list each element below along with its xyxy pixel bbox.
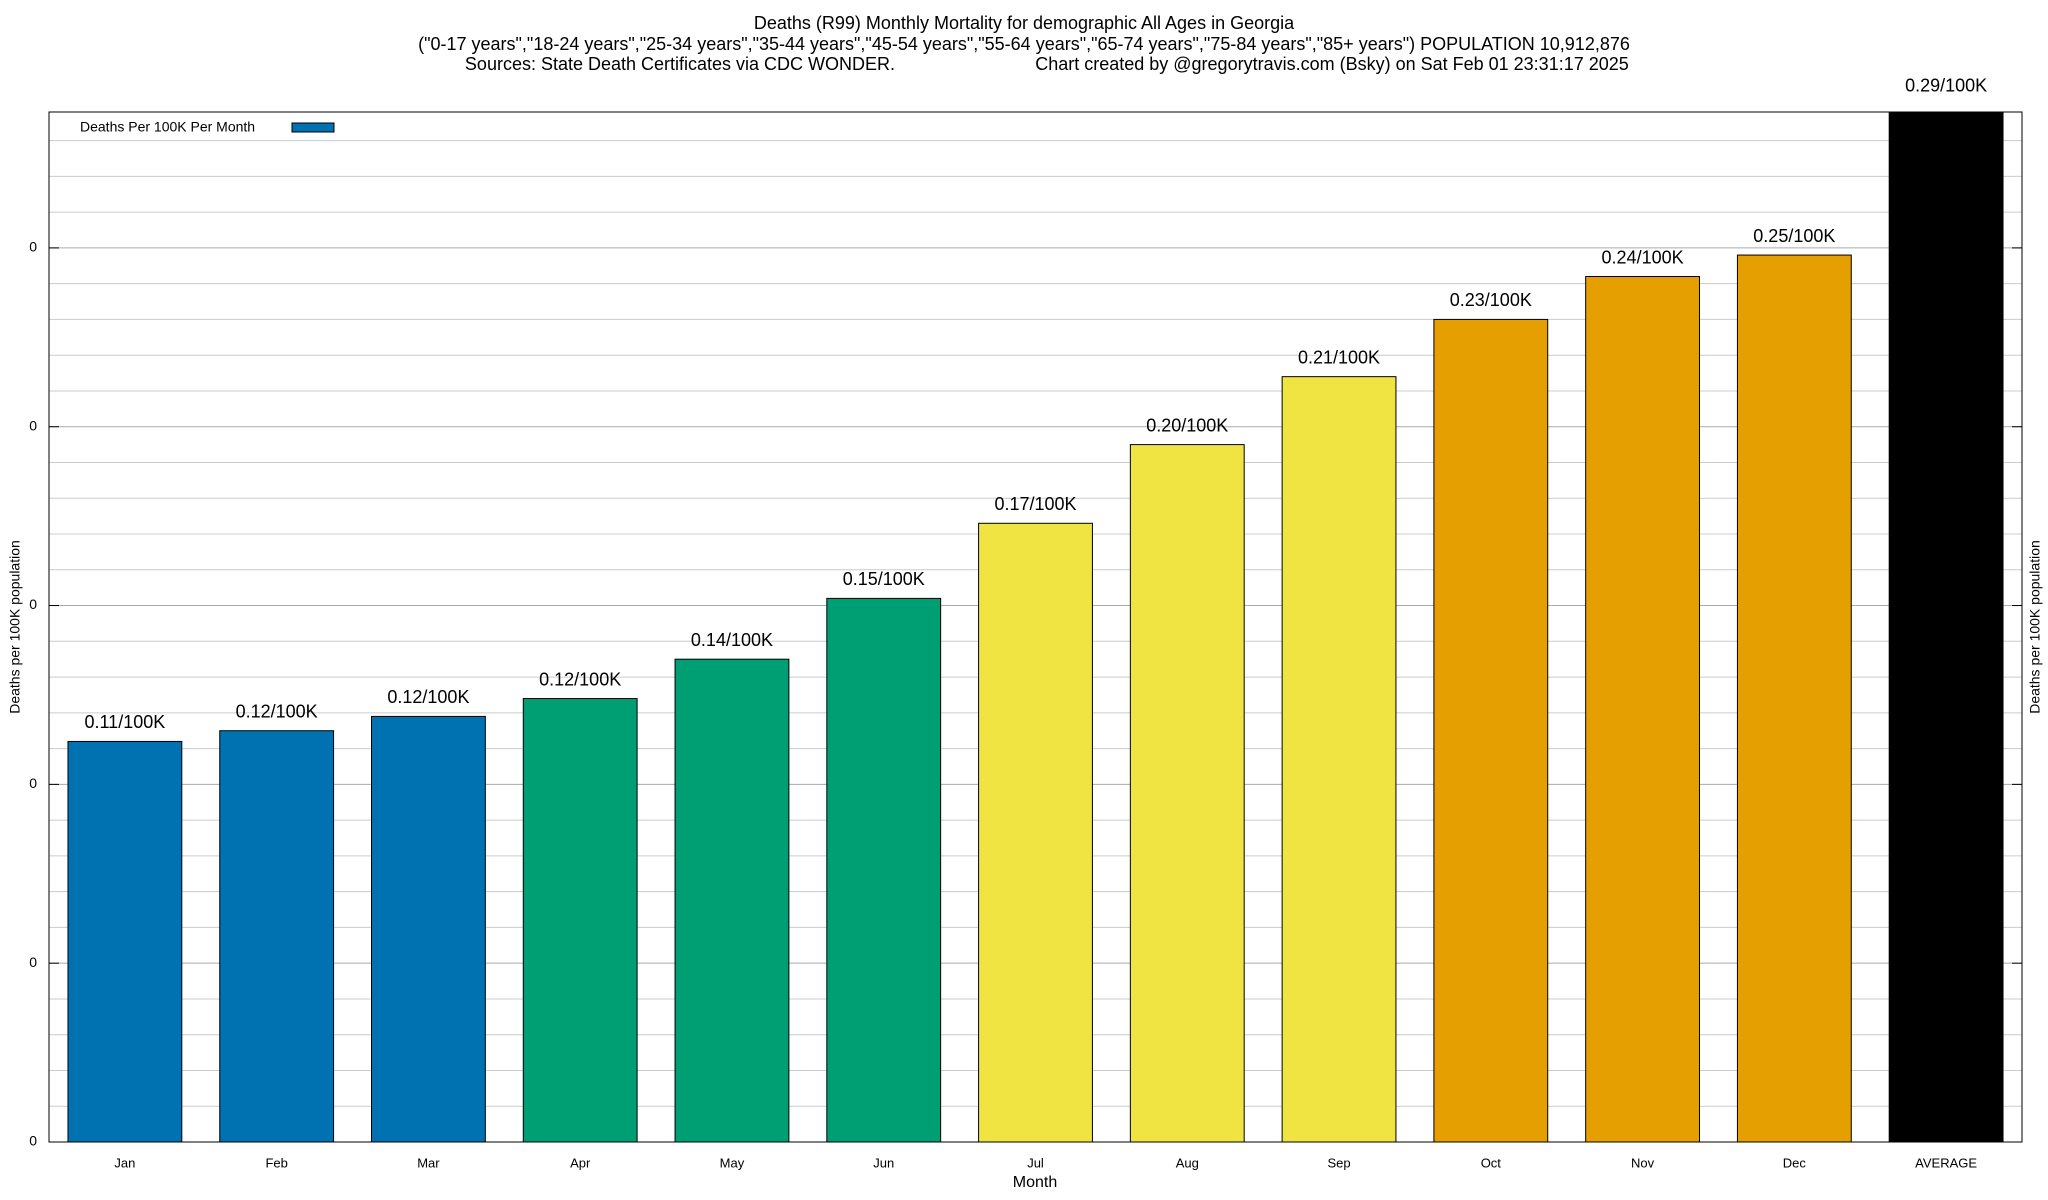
data-label: 0.12/100K	[539, 669, 621, 689]
bar	[219, 730, 335, 1142]
data-label: 0.15/100K	[843, 569, 925, 589]
y-tick-label: 0	[29, 954, 37, 970]
bar	[1433, 318, 1549, 1142]
y-tick-label: 0	[29, 417, 37, 433]
bar	[371, 715, 486, 1142]
bar	[1888, 112, 2004, 1142]
x-tick-label: Jun	[873, 1155, 894, 1170]
bar	[978, 522, 1093, 1142]
data-label: 0.29/100K	[1905, 76, 1987, 96]
bar	[1129, 444, 1245, 1142]
x-tick-label: Oct	[1481, 1155, 1502, 1170]
chart-subtitle: ("0-17 years","18-24 years","25-34 years…	[418, 34, 1630, 54]
bar	[1281, 376, 1397, 1142]
data-label: 0.17/100K	[994, 494, 1076, 514]
legend-swatch	[291, 122, 335, 133]
bar	[67, 740, 183, 1142]
bars	[67, 112, 2004, 1142]
data-label: 0.14/100K	[691, 630, 773, 650]
chart-title: Deaths (R99) Monthly Mortality for demog…	[754, 13, 1295, 33]
x-axis-label: Month	[1013, 1174, 1057, 1191]
data-label: 0.12/100K	[387, 687, 469, 707]
data-label: 0.21/100K	[1298, 347, 1380, 367]
bar	[522, 698, 638, 1142]
data-label: 0.20/100K	[1146, 415, 1228, 435]
bar	[674, 658, 790, 1142]
x-tick-label: Sep	[1327, 1155, 1350, 1170]
y-tick-label: 0	[29, 1133, 37, 1149]
x-tick-label: Jul	[1027, 1155, 1044, 1170]
y-tick-label: 0	[29, 239, 37, 255]
data-label: 0.23/100K	[1450, 290, 1532, 310]
legend-label: Deaths Per 100K Per Month	[80, 119, 255, 135]
y-tick-label: 0	[29, 775, 37, 791]
data-label: 0.12/100K	[236, 701, 318, 721]
x-tick-label: AVERAGE	[1915, 1155, 1977, 1170]
x-tick-label: Apr	[570, 1155, 591, 1170]
data-label: 0.11/100K	[85, 712, 166, 732]
y-tick-label: 0	[29, 596, 37, 612]
bar	[1585, 276, 1700, 1142]
data-label: 0.24/100K	[1602, 247, 1684, 267]
y-axis-label: Deaths per 100K population	[7, 540, 23, 714]
x-tick-label: Dec	[1783, 1155, 1807, 1170]
x-tick-label: Jan	[114, 1155, 135, 1170]
credit: Chart created by @gregorytravis.com (Bsk…	[1035, 54, 1629, 74]
x-tick-label: Mar	[417, 1155, 440, 1170]
x-tick-label: Nov	[1631, 1155, 1655, 1170]
x-tick-label: Feb	[265, 1155, 287, 1170]
plot-frame	[48, 111, 2023, 1143]
source: Sources: State Death Certificates via CD…	[465, 54, 895, 74]
data-label: 0.25/100K	[1753, 226, 1835, 246]
y2-axis-label: Deaths per 100K population	[2027, 540, 2043, 714]
bar	[1736, 254, 1852, 1142]
x-tick-label: May	[720, 1155, 745, 1170]
bar	[826, 597, 942, 1142]
x-tick-label: Aug	[1176, 1155, 1199, 1170]
